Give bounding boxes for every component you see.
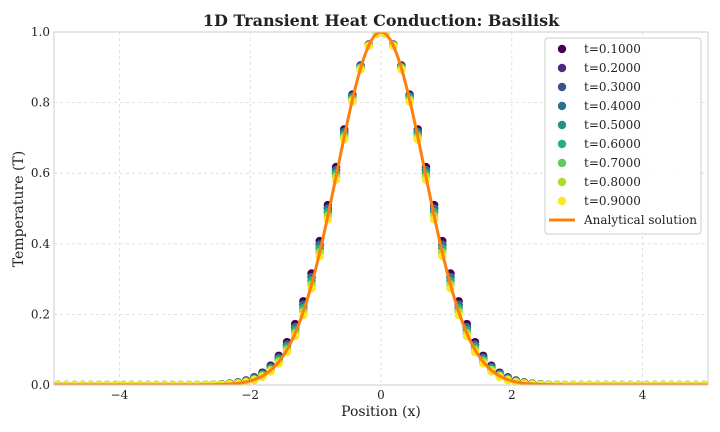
x-axis-label: Position (x) bbox=[341, 404, 421, 420]
y-tick-label: 1.0 bbox=[31, 25, 50, 39]
x-tick-label: 4 bbox=[639, 388, 647, 402]
y-axis-label: Temperature (T) bbox=[11, 151, 27, 267]
legend-item: t=0.4000 bbox=[557, 99, 641, 113]
legend-item: t=0.1000 bbox=[557, 42, 641, 56]
y-axis-ticks: 0.0 0.2 0.4 0.6 0.8 1.0 bbox=[31, 25, 50, 392]
x-tick-label: −4 bbox=[111, 388, 129, 402]
x-tick-label: 0 bbox=[377, 388, 385, 402]
y-tick-label: 0.8 bbox=[31, 96, 50, 110]
legend-label: t=0.7000 bbox=[584, 156, 641, 170]
x-axis-ticks: −4 −2 0 2 4 bbox=[111, 388, 647, 402]
legend-item: t=0.9000 bbox=[557, 194, 641, 208]
legend: t=0.1000 t=0.2000 t=0.3000 t=0.4000 t=0.5000… bbox=[544, 37, 702, 235]
plot-frame bbox=[53, 31, 709, 386]
x-tick-label: −2 bbox=[241, 388, 259, 402]
plot-data bbox=[54, 32, 708, 385]
legend-label: t=0.3000 bbox=[584, 80, 641, 94]
y-tick-label: 0.6 bbox=[31, 166, 50, 180]
y-tick-label: 0.4 bbox=[31, 237, 50, 251]
legend-item: t=0.6000 bbox=[557, 137, 641, 151]
x-tick-label: 2 bbox=[508, 388, 516, 402]
legend-marker bbox=[557, 44, 567, 54]
legend-marker bbox=[557, 196, 567, 206]
legend-label: t=0.8000 bbox=[584, 175, 641, 189]
legend-label: t=0.9000 bbox=[584, 194, 641, 208]
legend-box bbox=[544, 37, 702, 235]
legend-label: t=0.1000 bbox=[584, 42, 641, 56]
y-tick-label: 0.2 bbox=[31, 307, 50, 321]
y-tick-label: 0.0 bbox=[31, 378, 50, 392]
legend-marker bbox=[557, 101, 567, 111]
legend-marker bbox=[557, 82, 567, 92]
legend-label: t=0.4000 bbox=[584, 99, 641, 113]
legend-label: t=0.2000 bbox=[584, 61, 641, 75]
legend-marker bbox=[557, 158, 567, 168]
legend-label: t=0.5000 bbox=[584, 118, 641, 132]
legend-item: t=0.2000 bbox=[557, 61, 641, 75]
legend-marker bbox=[557, 63, 567, 73]
chart-title: 1D Transient Heat Conduction: Basilisk bbox=[203, 11, 560, 30]
legend-marker bbox=[557, 177, 567, 187]
legend-item: t=0.3000 bbox=[557, 80, 641, 94]
legend-label: t=0.6000 bbox=[584, 137, 641, 151]
legend-item-analytical: Analytical solution bbox=[549, 213, 697, 227]
legend-marker bbox=[557, 120, 567, 130]
legend-marker bbox=[557, 139, 567, 149]
legend-item: t=0.5000 bbox=[557, 118, 641, 132]
legend-item: t=0.8000 bbox=[557, 175, 641, 189]
legend-label: Analytical solution bbox=[583, 213, 697, 227]
legend-item: t=0.7000 bbox=[557, 156, 641, 170]
